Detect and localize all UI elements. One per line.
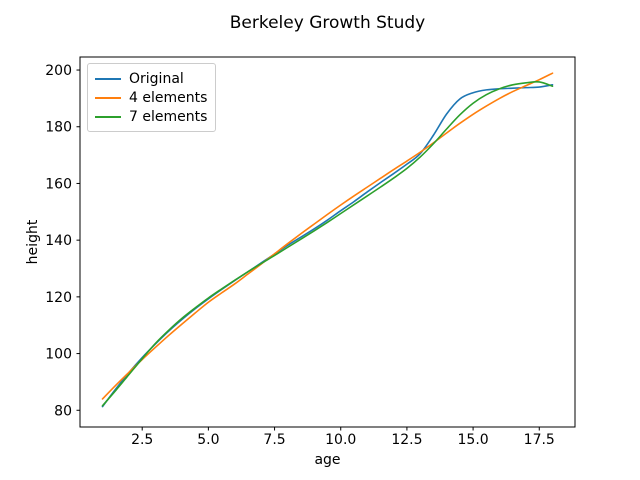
y-tick-label: 180	[45, 120, 72, 136]
x-tick-label: 12.5	[391, 432, 422, 448]
x-axis-label: age	[314, 452, 341, 468]
chart-title: Berkeley Growth Study	[229, 13, 426, 33]
legend-entry-7-elements: 7 elements	[95, 107, 207, 126]
y-axis-label: height	[25, 219, 41, 265]
y-tick-label: 120	[45, 290, 72, 306]
y-tick-label: 100	[45, 347, 72, 363]
legend-label-4-elements: 4 elements	[129, 89, 208, 106]
x-tick-label: 17.5	[524, 432, 555, 448]
legend-line-sample-4-elements	[95, 96, 121, 99]
x-tick-label: 2.5	[131, 432, 153, 448]
legend-label-original: Original	[129, 70, 184, 87]
x-tick-label: 10.0	[325, 432, 356, 448]
legend: Original 4 elements 7 elements	[87, 63, 217, 132]
legend-label-7-elements: 7 elements	[129, 108, 208, 125]
legend-entry-original: Original	[95, 69, 207, 88]
y-tick-label: 160	[45, 176, 72, 192]
legend-line-sample-7-elements	[95, 115, 121, 118]
y-tick-label: 80	[54, 403, 72, 419]
x-tick-label: 7.5	[263, 432, 285, 448]
axes-spines	[79, 56, 576, 428]
series-line-original	[101, 83, 554, 408]
y-tick-label: 200	[45, 63, 72, 79]
series-line-4-elements	[101, 72, 554, 400]
x-tick-label: 5.0	[197, 432, 219, 448]
y-tick-label: 140	[45, 233, 72, 249]
series-line-7-elements	[101, 80, 554, 407]
legend-line-sample-original	[95, 77, 121, 80]
x-tick-label: 15.0	[458, 432, 489, 448]
legend-entry-4-elements: 4 elements	[95, 88, 207, 107]
